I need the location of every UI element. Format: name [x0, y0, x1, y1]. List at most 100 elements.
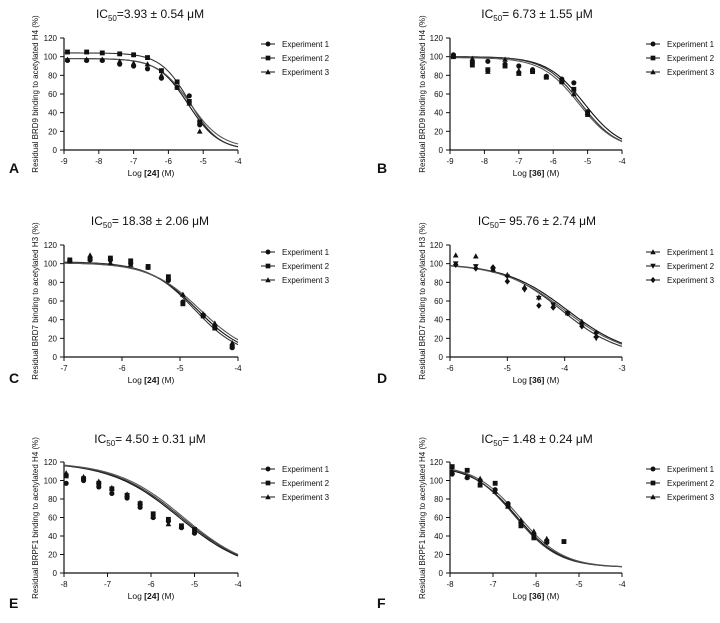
data-point [543, 73, 550, 79]
data-point [196, 128, 203, 134]
data-point [109, 490, 115, 497]
data-point [485, 58, 491, 64]
legend-marker-triangle [650, 494, 656, 500]
legend-label: Experiment 2 [282, 262, 330, 271]
data-point [469, 55, 476, 61]
data-point [531, 535, 537, 541]
data-point [144, 66, 151, 72]
y-tick-label: 0 [53, 146, 58, 155]
fit-curve-3 [449, 468, 623, 568]
data-point [95, 478, 102, 484]
legend-label: Experiment 2 [282, 54, 330, 63]
panel-letter: A [9, 160, 19, 176]
data-point [469, 62, 475, 68]
data-point [131, 52, 137, 58]
data-point [544, 539, 550, 544]
legend-label: Experiment 3 [667, 276, 715, 285]
legend-label: Experiment 1 [282, 465, 330, 474]
legend-marker-circle [265, 249, 271, 255]
data-point [109, 484, 115, 491]
x-tick-label: -5 [191, 580, 199, 589]
y-tick-label: 80 [434, 495, 443, 504]
x-tick-label: -4 [234, 364, 242, 373]
chart-title: IC50= 95.76 ± 2.74 μM [478, 214, 596, 230]
data-point [63, 480, 69, 486]
chart-title: IC50= 18.38 ± 2.06 μM [91, 214, 209, 230]
data-point [159, 68, 164, 74]
data-point [87, 256, 93, 262]
data-point [211, 320, 218, 326]
y-tick-label: 60 [48, 514, 57, 523]
legend-marker-circle [650, 41, 656, 47]
data-point [571, 86, 577, 92]
y-axis-label: Residual BRD9 binding to acetylated H4 (… [31, 15, 40, 173]
y-tick-label: 40 [48, 316, 57, 325]
legend-label: Experiment 3 [667, 493, 715, 502]
legend-label: Experiment 1 [667, 248, 715, 257]
legend-label: Experiment 2 [667, 54, 715, 63]
data-point [472, 253, 479, 259]
fit-curve-2 [449, 56, 623, 142]
data-point [550, 304, 556, 311]
y-axis-label: Residual BRD7 binding to acetylated H3 (… [31, 222, 40, 380]
legend-marker-triangle [265, 69, 271, 75]
chart-title: IC50= 4.50 ± 0.31 μM [94, 432, 205, 448]
data-point [477, 475, 483, 481]
data-point [464, 467, 470, 473]
x-tick-label: -4 [234, 157, 242, 166]
legend-label: Experiment 1 [282, 40, 330, 49]
data-point [452, 252, 459, 258]
y-tick-label: 20 [434, 334, 443, 343]
data-point [63, 473, 69, 479]
data-point [180, 291, 186, 297]
data-point [165, 521, 172, 527]
x-tick-label: -5 [584, 157, 592, 166]
data-point [492, 488, 498, 494]
data-point [145, 264, 151, 270]
fit-curve-2 [64, 52, 239, 148]
legend-marker-circle [650, 466, 656, 472]
data-point [165, 516, 171, 522]
chart-panel-e: 0 20 40 60 80 100 120 -8 -7 -6 -5 -4 Log [24] (M) Res… [9, 432, 330, 611]
data-point [477, 482, 483, 488]
x-tick-label: -7 [515, 157, 523, 166]
y-tick-label: 0 [53, 569, 58, 578]
data-point [191, 528, 198, 534]
x-tick-label: -9 [446, 157, 454, 166]
data-point [504, 274, 511, 280]
chart-panel-b: 0 20 40 60 80 100 120 -9 -8 -7 -6 -5 -4 Log [36] (M) R… [377, 7, 715, 178]
data-point [464, 473, 471, 480]
panel-letter: C [9, 370, 19, 386]
y-tick-label: 20 [48, 127, 57, 136]
x-axis-label: Log [24] (M) [128, 591, 175, 601]
fit-curve-2 [63, 464, 239, 556]
x-tick-label: -6 [147, 580, 155, 589]
y-tick-label: 120 [44, 34, 58, 43]
legend-marker-square [650, 480, 656, 486]
chart-panel-d: 0 20 40 60 80 100 120 -6 -5 -4 -3 Log [36] (M) Resid… [377, 214, 715, 386]
x-tick-label: -7 [60, 364, 68, 373]
data-point [516, 63, 522, 69]
legend-marker-triangle-down [650, 263, 656, 269]
legend-label: Experiment 1 [667, 465, 715, 474]
data-point [130, 60, 137, 66]
chart-title: IC50= 1.48 ± 0.24 μM [481, 432, 592, 448]
y-tick-label: 20 [48, 334, 57, 343]
data-point [178, 523, 185, 530]
data-point [64, 56, 71, 62]
x-tick-label: -5 [504, 364, 512, 373]
y-tick-label: 60 [48, 297, 57, 306]
y-tick-label: 80 [434, 278, 443, 287]
legend-label: Experiment 1 [282, 248, 330, 257]
data-point [492, 480, 498, 486]
data-point [137, 499, 143, 505]
legend-label: Experiment 3 [282, 493, 330, 502]
legend-label: Experiment 3 [282, 68, 330, 77]
data-point [66, 257, 73, 264]
x-axis-label: Log [24] (M) [128, 375, 175, 385]
x-tick-label: -6 [532, 580, 540, 589]
data-point [107, 255, 113, 261]
data-point [87, 252, 93, 258]
y-tick-label: 100 [430, 53, 444, 62]
y-tick-label: 0 [439, 353, 444, 362]
